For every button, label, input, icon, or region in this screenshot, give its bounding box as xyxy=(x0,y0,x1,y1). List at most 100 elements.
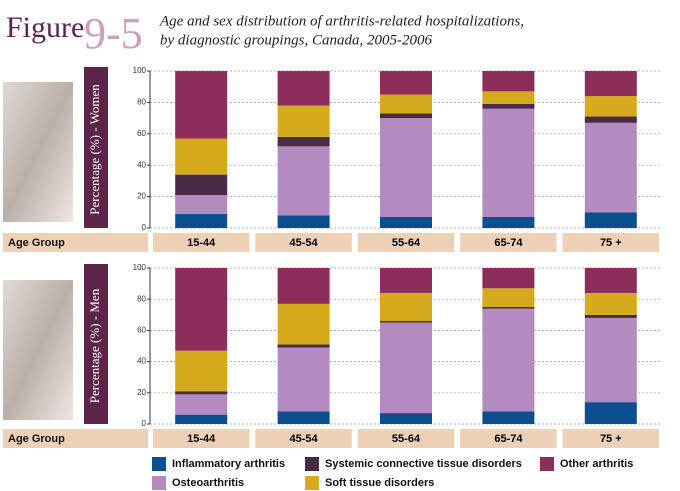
y-tick-label: 100 xyxy=(133,263,147,272)
y-tick-label: 20 xyxy=(137,388,146,397)
bar-segment xyxy=(482,288,535,307)
x-label: Age Group xyxy=(8,433,65,445)
x-tick-label: 45-54 xyxy=(290,433,319,445)
bar-segment xyxy=(584,402,637,424)
bar-segment xyxy=(175,394,228,415)
legend-swatch xyxy=(152,457,166,471)
bar-segment xyxy=(277,105,330,137)
x-label-box xyxy=(3,233,148,252)
x-tick-box xyxy=(357,429,455,448)
photo xyxy=(3,82,73,222)
legend-swatch xyxy=(152,476,166,490)
bar-segment xyxy=(482,217,535,228)
bar-segment xyxy=(277,347,330,412)
x-tick-label: 15-44 xyxy=(187,237,216,249)
figure-number: 9-5 xyxy=(84,9,143,58)
bar-segment xyxy=(584,317,637,403)
figure-label: Figure xyxy=(6,11,84,44)
x-tick-label: 45-54 xyxy=(290,237,319,249)
y-tick-label: 20 xyxy=(137,192,146,201)
bar-segment xyxy=(584,292,637,315)
bar-segment xyxy=(584,71,637,97)
x-tick-box xyxy=(460,429,557,448)
bar-segment xyxy=(380,321,432,323)
x-tick-box xyxy=(357,233,455,252)
x-tick-box xyxy=(562,233,659,252)
bar-segment xyxy=(584,122,637,213)
bar-segment xyxy=(175,71,228,139)
bar-segment xyxy=(277,71,330,106)
x-tick-label: 65-74 xyxy=(494,237,523,249)
y-tick-label: 0 xyxy=(142,419,147,428)
bar-segment xyxy=(380,217,432,228)
legend-swatch xyxy=(305,457,319,471)
x-tick-box xyxy=(562,429,659,448)
legend-swatch xyxy=(540,457,554,471)
y-tick-label: 60 xyxy=(137,129,146,138)
x-tick-label: 75 + xyxy=(600,237,622,249)
y-label-box xyxy=(84,67,108,228)
bar-segment xyxy=(175,268,228,351)
bar-segment xyxy=(380,118,432,218)
legend-label: Soft tissue disorders xyxy=(325,477,434,489)
title: Age and sex distribution of arthritis-re… xyxy=(159,13,524,29)
bar-segment xyxy=(175,391,228,395)
y-label-box xyxy=(84,264,108,424)
bar-segment xyxy=(380,94,432,114)
bar-segment xyxy=(380,113,432,119)
y-tick-label: 80 xyxy=(137,294,146,303)
x-tick-box xyxy=(460,233,557,252)
x-tick-label: 55-64 xyxy=(392,433,421,445)
x-tick-box xyxy=(255,429,352,448)
bar-segment xyxy=(584,96,637,117)
bar-segment xyxy=(277,268,330,304)
bar-segment xyxy=(482,307,535,309)
x-tick-label: 15-44 xyxy=(187,433,216,445)
bar-segment xyxy=(482,108,535,218)
y-tick-label: 100 xyxy=(133,66,147,75)
legend-label: Osteoarthritis xyxy=(172,477,244,489)
bar-segment xyxy=(175,414,228,424)
bar-segment xyxy=(175,195,228,214)
x-tick-box xyxy=(153,233,250,252)
y-label: Percentage (%) - Women xyxy=(87,84,102,215)
bar-segment xyxy=(277,303,330,345)
y-tick-label: 60 xyxy=(137,326,146,335)
bar-segment xyxy=(482,411,535,424)
bar-segment xyxy=(482,103,535,109)
bar-segment xyxy=(277,136,330,147)
y-tick-label: 40 xyxy=(137,160,146,169)
bar-segment xyxy=(380,322,432,414)
title: by diagnostic groupings, Canada, 2005-20… xyxy=(160,32,432,48)
x-label: Age Group xyxy=(8,237,65,249)
x-label-box xyxy=(3,429,148,448)
x-tick-label: 55-64 xyxy=(392,237,421,249)
bar-segment xyxy=(482,308,535,412)
y-tick-label: 40 xyxy=(137,357,146,366)
y-label: Percentage (%) - Men xyxy=(87,288,102,403)
bar-segment xyxy=(277,411,330,424)
x-tick-box xyxy=(153,429,250,448)
bar-segment xyxy=(584,116,637,123)
x-tick-label: 75 + xyxy=(600,433,622,445)
bar-segment xyxy=(277,215,330,228)
bar-segment xyxy=(277,344,330,348)
photo xyxy=(3,280,73,420)
bar-segment xyxy=(482,71,535,92)
bar-segment xyxy=(277,146,330,216)
bar-segment xyxy=(380,268,432,293)
bar-segment xyxy=(380,71,432,95)
bar-segment xyxy=(175,138,228,175)
legend-swatch xyxy=(305,476,319,490)
bar-segment xyxy=(175,174,228,196)
y-tick-label: 0 xyxy=(142,223,147,232)
legend-label: Systemic connective tissue disorders xyxy=(325,458,522,470)
x-tick-box xyxy=(255,233,352,252)
bar-segment xyxy=(584,268,637,293)
bar-segment xyxy=(175,350,228,392)
legend-label: Inflammatory arthritis xyxy=(172,458,285,470)
bar-segment xyxy=(380,413,432,424)
bar-segment xyxy=(584,314,637,318)
x-tick-label: 65-74 xyxy=(494,433,523,445)
